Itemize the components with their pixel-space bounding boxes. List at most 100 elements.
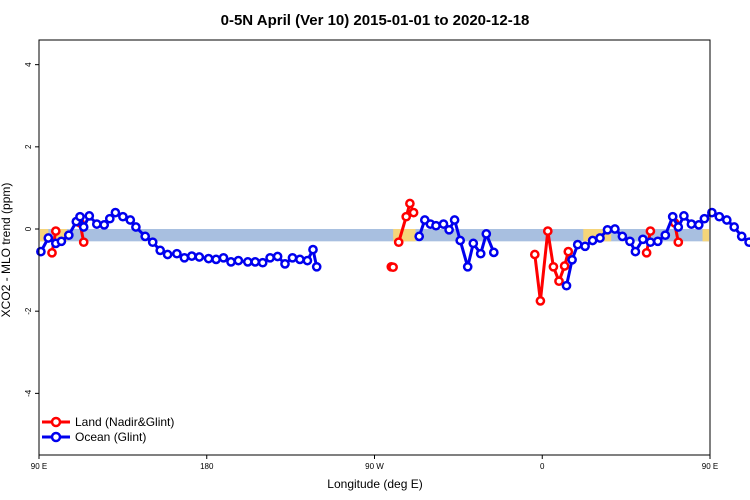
ocean-data-point [595, 233, 605, 243]
ocean-data-point [250, 257, 261, 267]
land-data-point [78, 237, 89, 248]
y-tick-label: 2 [24, 144, 33, 149]
ocean-data-point [630, 246, 641, 257]
land-band-segment [55, 229, 67, 242]
land-data-point [529, 249, 540, 260]
land-band-segment [702, 229, 709, 242]
ocean-data-point [84, 211, 95, 221]
ocean-band [40, 229, 709, 242]
ocean-data-point [431, 220, 441, 231]
ocean-data-point [580, 241, 590, 252]
land-data-point [673, 237, 684, 248]
ocean-data-point [645, 237, 656, 248]
ocean-legend-label: Ocean (Glint) [75, 430, 146, 444]
ocean-data-point [257, 257, 268, 268]
ocean-data-point [707, 207, 717, 218]
ocean-data-point [179, 252, 190, 263]
x-tick-label: 90 E [31, 462, 47, 471]
ocean-series-line [565, 211, 750, 287]
ocean-data-point [295, 254, 305, 265]
ocean-data-point [287, 252, 298, 263]
ocean-data-point [686, 219, 697, 229]
ocean-data-point [104, 213, 115, 224]
ocean-data-point [475, 248, 486, 259]
ocean-data-point [194, 252, 205, 262]
ocean-data-point [679, 211, 689, 221]
land-data-point [645, 226, 656, 236]
ocean-data-point [226, 257, 236, 267]
ocean-data-point [211, 254, 221, 265]
ocean-data-point [125, 215, 136, 225]
land-data-point [563, 246, 574, 257]
ocean-data-point [638, 234, 648, 245]
land-data-point [559, 261, 570, 271]
ocean-data-point [744, 237, 750, 248]
legend: Land (Nadir&Glint)Ocean (Glint) [42, 415, 174, 444]
ocean-data-point [488, 247, 499, 258]
land-data-point [554, 276, 564, 287]
x-tick-label: 180 [200, 462, 214, 471]
land-data-point [405, 198, 415, 209]
land-data-point [548, 261, 559, 272]
ocean-data-point [131, 222, 141, 232]
y-tick-label: -2 [24, 307, 33, 315]
ocean-data-point [455, 235, 466, 246]
land-data-point [542, 226, 553, 236]
x-tick-label: 90 W [365, 462, 384, 471]
ocean-data-point [699, 213, 710, 224]
land-data-point [408, 207, 419, 218]
ocean-data-point [438, 219, 449, 229]
ocean-data-point [444, 224, 454, 235]
ocean-data-point [714, 211, 725, 222]
ocean-data-point [140, 231, 151, 242]
ocean-data-point [567, 254, 577, 265]
ocean-data-point [468, 238, 479, 249]
ocean-data-point [587, 235, 598, 246]
y-tick-label: 4 [24, 62, 33, 67]
ocean-data-point [729, 222, 740, 232]
ocean-data-point [186, 251, 197, 261]
ocean-data-point [693, 220, 704, 230]
ocean-data-point [78, 222, 89, 232]
land-data-point [401, 211, 412, 222]
ocean-data-point [242, 257, 253, 267]
ocean-data-point [110, 207, 121, 218]
ocean-data-point [736, 231, 747, 242]
land-data-point [393, 237, 404, 248]
ocean-data-point [610, 224, 620, 234]
y-axis-label: XCO2 - MLO trend (ppm) [0, 183, 13, 318]
ocean-data-point [667, 211, 678, 222]
axes: 90 E 180 90 W 0 90 E 4 2 0 -2 -4 [24, 39, 718, 471]
land-data-point [641, 247, 652, 258]
ocean-legend-marker [50, 431, 62, 443]
ocean-data-point [652, 236, 663, 247]
land-series-line [397, 202, 415, 243]
land-data-point [47, 247, 57, 258]
ocean-data-point [449, 215, 460, 225]
ocean-data-point [462, 261, 473, 272]
ocean-data-point [561, 280, 572, 291]
ocean-data-point [56, 236, 67, 247]
ocean-data-point [481, 229, 492, 239]
land-data-point [535, 296, 546, 306]
ocean-data-point [660, 230, 671, 241]
ocean-data-point [265, 252, 275, 263]
land-legend-label: Land (Nadir&Glint) [75, 415, 174, 429]
ocean-data-point [36, 246, 46, 257]
ocean-data-point [721, 215, 732, 225]
ocean-data-point [617, 231, 628, 242]
ocean-data-point [602, 224, 613, 235]
x-tick-label: 0 [540, 462, 545, 471]
ocean-data-point [673, 222, 684, 232]
ocean-data-point [99, 220, 110, 230]
ocean-data-point [572, 239, 583, 250]
plot-area [36, 198, 750, 306]
ocean-data-point [155, 245, 166, 256]
x-axis-label: Longitude (deg E) [327, 477, 422, 491]
ocean-data-point [233, 255, 244, 266]
ocean-data-point [280, 259, 290, 269]
ocean-data-point [625, 236, 635, 247]
ocean-data-point [218, 252, 229, 263]
plot-frame [38, 39, 711, 456]
ocean-data-point [91, 219, 102, 229]
